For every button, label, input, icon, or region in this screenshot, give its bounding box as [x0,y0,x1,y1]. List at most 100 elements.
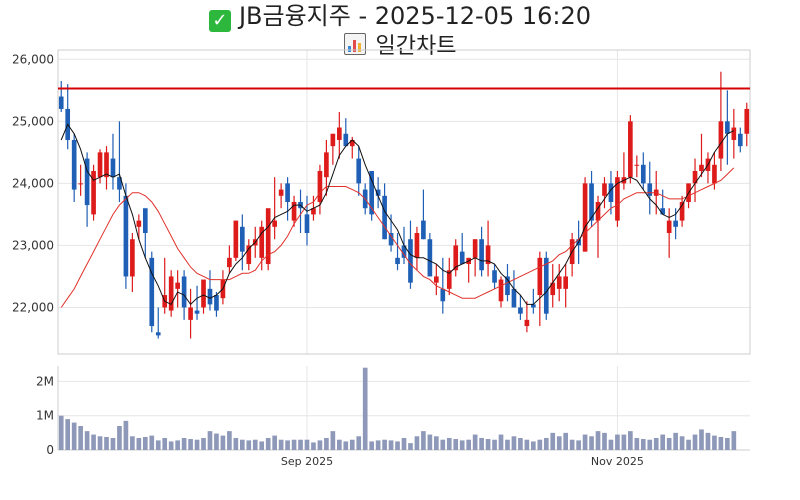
candle [343,118,349,147]
candle-body [324,152,329,178]
candle [162,257,168,314]
volume-bar [485,439,491,450]
candle-body [91,170,96,215]
volume-bar [479,438,484,450]
candle [259,220,265,271]
candle-body [511,288,517,308]
volume-bar [188,439,193,450]
candle [479,226,484,277]
volume-bar [660,434,666,450]
candle-body [518,307,523,314]
candle [556,264,562,302]
volume-bar [563,432,569,450]
candle [304,195,310,246]
candle-body [608,183,614,202]
candle [699,133,704,178]
candle-body [692,170,698,184]
candle [84,152,90,227]
candle [602,177,607,209]
candle-body [207,288,213,305]
candle [640,152,646,190]
volume-bar [602,432,607,450]
candle-body [737,133,743,147]
volume-bar [78,426,83,450]
volume-bar [628,431,633,450]
candle-body [239,226,245,252]
volume-bar [259,441,265,450]
candle-body [194,310,200,314]
candle-body [181,276,187,308]
volume-bar [311,442,316,450]
candle [628,115,633,184]
candle [537,251,543,327]
volume-bar [421,431,426,450]
candle [725,90,730,165]
x-tick-label: Sep 2025 [281,455,333,468]
volume-bar [634,438,640,450]
candle-body [472,239,478,258]
candle-body [453,245,459,271]
candle [531,288,536,314]
candle [317,164,323,215]
candle-body [479,239,484,271]
candle-body [155,332,161,336]
volume-bar [731,431,737,450]
chart-subtitle-text: 일간차트 [375,34,457,59]
candle-body [550,282,556,296]
candle [673,208,678,240]
volume-bar [278,439,284,450]
volume-bar [666,438,672,450]
volume-bar [104,436,109,450]
volume-y-tick-labels: 0 1M 2M [36,374,54,457]
candle [78,164,83,196]
volume-bar [608,439,614,450]
candle [666,208,672,258]
candle [518,295,523,320]
candle [104,146,109,190]
volume-bar [569,439,575,450]
volume-bar [227,431,232,450]
candle-body [317,170,323,202]
price-y-tick-label: 26,000 [12,52,54,66]
candle-body [97,152,103,178]
candle-body [130,239,135,277]
candle [330,133,336,165]
candle [543,251,549,320]
candle [233,220,239,261]
price-gridlines [58,50,750,354]
volume-bar [453,439,459,450]
check-mark-icon: ✓ [208,10,231,32]
candle [615,170,620,227]
volume-bar [162,438,168,450]
candle [718,71,724,171]
ma-long-line [60,167,735,308]
volume-bar [595,431,601,450]
candle [550,264,556,308]
volume-y-tick-label: 0 [46,443,54,457]
candle-body [388,233,394,246]
volume-bar [388,440,394,450]
volume-bar [414,436,420,450]
candle [737,127,743,153]
candle-body [330,133,336,147]
volume-bar [317,440,323,450]
volume-y-tick-label: 1M [36,409,54,423]
volume-bar [725,438,730,450]
candle-body [725,121,730,134]
candle [692,158,698,202]
candle [369,170,374,221]
volume-bar [84,431,90,450]
volume-bar [653,438,659,450]
candle [278,183,284,209]
candle-body [401,245,407,258]
candle-body [414,233,420,258]
volume-bar [181,438,187,450]
volume-bar [362,367,368,450]
volume-bar [149,435,155,450]
volume-bar [343,441,349,450]
candle [130,233,135,292]
volume-bar [298,439,303,450]
candle-body [673,220,678,227]
